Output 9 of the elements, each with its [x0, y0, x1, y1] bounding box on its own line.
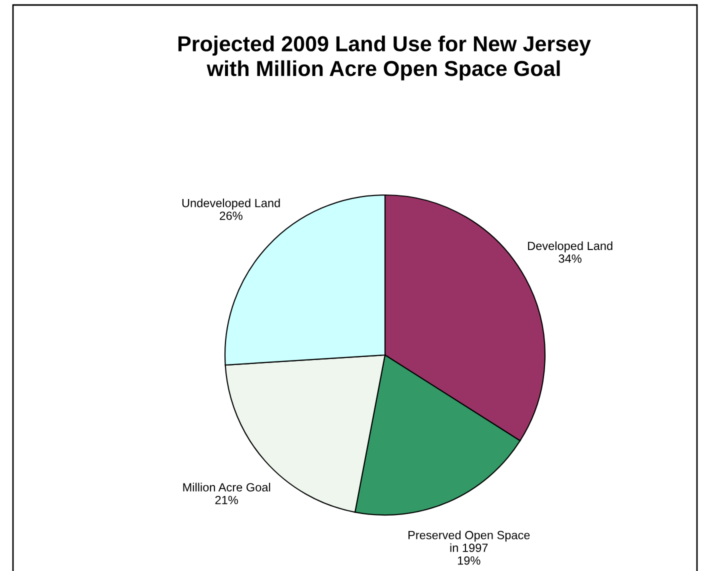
data-label: 19%	[458, 556, 480, 565]
slice-label: Undeveloped Land	[182, 198, 280, 210]
slice-label: Million Acre Goal	[183, 482, 270, 492]
slice-label: Developed Land	[528, 241, 612, 252]
data-label: 26%	[220, 212, 242, 220]
data-label: 21%	[215, 496, 238, 504]
data-label: 34%	[558, 254, 582, 263]
chart-title: Projected 2009 Land Use for New Jersey with Million Acre Open Space Goal	[178, 36, 591, 80]
slice-label: Preserved Open Space in 1997	[408, 530, 530, 552]
